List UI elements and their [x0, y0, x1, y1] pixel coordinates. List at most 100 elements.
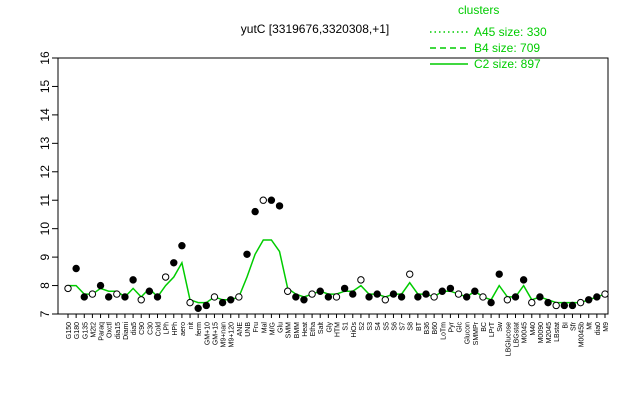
- data-point: [601, 290, 609, 298]
- data-point: [593, 293, 601, 301]
- x-tick-label: Oxctl: [107, 322, 114, 338]
- data-point: [145, 287, 154, 295]
- legend: clusters A45 size: 330 B4 size: 709 C2 siz…: [430, 3, 547, 71]
- plot-frame: [57, 57, 609, 315]
- data-point: [576, 298, 585, 307]
- data-point: [471, 287, 479, 295]
- data-point: [316, 287, 324, 295]
- x-tick-label: M9+120: [229, 322, 236, 348]
- x-tick-label: HTM: [335, 322, 342, 337]
- y-tick-label: 10: [38, 222, 52, 236]
- y-axis: 7 8 9 10 11 12 13 14 15 16: [38, 51, 58, 317]
- data-point: [332, 293, 341, 301]
- y-tick-label: 11: [38, 194, 52, 207]
- x-tick-label: Glc: [457, 322, 464, 333]
- data-point: [292, 293, 300, 301]
- data-point: [202, 301, 211, 310]
- x-tick-label: LPrT: [489, 321, 496, 337]
- data-point: [454, 290, 463, 298]
- data-point: [308, 290, 316, 298]
- data-point: [80, 293, 88, 301]
- x-tick-label: LPh: [164, 322, 171, 335]
- x-tick-label: Glucon: [465, 322, 472, 344]
- data-point: [503, 296, 512, 304]
- x-tick-label: M0090: [538, 322, 545, 344]
- x-tick-label: M9+nan: [221, 322, 228, 348]
- x-tick-label: BT: [416, 321, 423, 331]
- x-tick-label: LoTm: [440, 322, 447, 340]
- data-point: [357, 276, 365, 284]
- data-point: [511, 293, 520, 301]
- y-tick-label: 15: [38, 79, 52, 93]
- x-tick-label: M2t2: [90, 322, 97, 338]
- data-point: [430, 293, 438, 301]
- data-point: [96, 281, 105, 290]
- data-point: [365, 293, 373, 301]
- x-tick-label: G150: [66, 322, 73, 339]
- data-point: [243, 250, 251, 258]
- data-point: [64, 284, 72, 293]
- x-tick-label: SMMPr: [473, 321, 480, 345]
- x-tick-label: UNB: [245, 322, 252, 337]
- data-point: [267, 196, 276, 204]
- data-point: [275, 202, 284, 210]
- data-point: [495, 270, 503, 278]
- x-tick-label: B36: [424, 322, 431, 335]
- y-tick-label: 16: [38, 51, 52, 65]
- x-tick-label: Cold: [156, 322, 163, 337]
- x-tick-label: GM+10: [204, 322, 211, 345]
- x-tick-label: Sfr: [570, 321, 577, 331]
- x-tick-label: LBGlucose: [505, 322, 512, 356]
- x-tick-label: aero: [180, 322, 187, 336]
- x-tick-label: BI: [562, 322, 569, 329]
- x-tick-label: Sw: [497, 321, 504, 332]
- data-point: [170, 259, 178, 267]
- data-point: [235, 293, 243, 301]
- x-tick-label: dia15: [115, 322, 122, 339]
- x-tick-label: Gly: [326, 322, 333, 333]
- x-tick-label: ferm: [196, 322, 203, 336]
- x-tick-label: M2045: [546, 322, 553, 344]
- legend-entry-label: B4 size: 709: [474, 41, 540, 55]
- data-point: [324, 293, 333, 301]
- y-tick-label: 13: [38, 136, 52, 150]
- x-tick-label: B60: [432, 322, 439, 335]
- x-tick-label: S7: [400, 322, 407, 331]
- x-tick-label: G135: [82, 322, 89, 339]
- x-tick-label: ANE: [237, 322, 244, 337]
- x-tick-label: C30: [147, 322, 154, 335]
- x-tick-label: Glu: [278, 322, 285, 333]
- chart-title: yutC [3319676,3320308,+1]: [241, 22, 389, 36]
- data-point: [397, 293, 406, 301]
- x-tick-label: LBstat: [554, 322, 561, 342]
- data-point: [251, 207, 259, 216]
- data-point: [479, 293, 487, 301]
- data-point: [88, 290, 97, 298]
- legend-title: clusters: [458, 3, 499, 17]
- x-tick-label: LBGstat: [514, 322, 521, 347]
- x-tick-label: BC: [481, 322, 488, 332]
- data-point: [137, 296, 145, 304]
- x-tick-label: S3: [367, 322, 374, 331]
- x-tick-label: Fru: [253, 322, 260, 333]
- data-point: [544, 298, 552, 307]
- data-point: [487, 298, 495, 307]
- data-point: [227, 296, 235, 304]
- data-point: [210, 293, 219, 301]
- y-tick-label: 12: [38, 165, 52, 179]
- x-tick-label: S1: [343, 322, 350, 331]
- data-point: [300, 296, 308, 304]
- y-tick-label: 9: [38, 253, 52, 260]
- legend-entry-label: C2 size: 897: [474, 57, 541, 71]
- x-tick-label: S4: [375, 322, 382, 331]
- x-tick-label: HPh: [172, 322, 179, 336]
- x-tick-label: S6: [391, 322, 398, 331]
- data-point: [373, 290, 381, 298]
- data-point: [585, 296, 593, 304]
- data-point: [519, 276, 528, 284]
- data-point: [349, 290, 357, 298]
- data-point: [406, 270, 414, 278]
- data-point: [161, 273, 170, 281]
- x-tick-label: HiOs: [351, 322, 358, 338]
- data-point: [104, 293, 113, 301]
